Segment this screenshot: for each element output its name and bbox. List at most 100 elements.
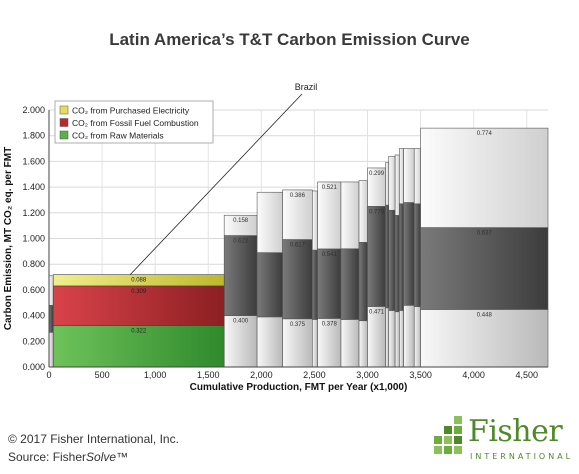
legend-label: CO₂ from Raw Materials bbox=[72, 131, 164, 141]
y-tick-label: 1.800 bbox=[22, 131, 45, 141]
mill-value-label: 0.521 bbox=[322, 185, 338, 191]
mill-bar-segment bbox=[358, 242, 368, 322]
mill-bar-segment bbox=[256, 191, 283, 253]
y-tick-label: 1.600 bbox=[22, 156, 45, 166]
y-tick-label: 1.000 bbox=[22, 234, 45, 244]
mill-bar-segment bbox=[385, 204, 390, 309]
mill-bar-segment bbox=[48, 275, 54, 306]
mill-bar-segment bbox=[403, 305, 415, 368]
mill-value-label: 0.375 bbox=[290, 322, 306, 328]
y-tick-label: 1.200 bbox=[22, 208, 45, 218]
mill-value-label: 0.471 bbox=[369, 309, 385, 315]
mill-bar-segment bbox=[317, 248, 342, 319]
mill-value-label: 0.386 bbox=[290, 193, 306, 199]
mill-value-label: 0.779 bbox=[369, 209, 385, 215]
logo-subtext: INTERNATIONAL bbox=[470, 452, 574, 461]
mill-bar-segment bbox=[48, 305, 54, 333]
logo-wordmark: Fisher bbox=[468, 414, 563, 449]
mill-bar-segment bbox=[340, 181, 360, 250]
mill-bar-segment bbox=[317, 181, 342, 250]
copyright-text: © 2017 Fisher International, Inc. bbox=[8, 432, 179, 446]
mill-bar-segment bbox=[312, 190, 318, 251]
x-tick-label: 500 bbox=[95, 370, 110, 380]
mill-bar-segment bbox=[256, 316, 283, 368]
mill-bar-segment bbox=[420, 227, 549, 310]
mill-value-label: 0.378 bbox=[322, 321, 338, 327]
mill-bar-segment bbox=[388, 310, 396, 368]
mill-bar-segment bbox=[403, 202, 415, 306]
mill-bar-segment bbox=[413, 306, 421, 368]
source-text: Source: FisherSolve™ bbox=[8, 450, 128, 464]
highlight-value-label: 0.322 bbox=[131, 329, 147, 335]
highlight-bar-segment bbox=[52, 325, 225, 368]
mill-value-label: 0.541 bbox=[322, 252, 338, 258]
mill-bar-segment bbox=[394, 215, 400, 313]
brazil-callout-line bbox=[129, 93, 303, 275]
legend-swatch bbox=[59, 118, 69, 127]
mill-bar-segment bbox=[367, 206, 386, 307]
mill-value-label: 0.774 bbox=[477, 131, 493, 137]
mill-bar-segment bbox=[358, 180, 368, 243]
fisher-logo: Fisher INTERNATIONAL bbox=[432, 412, 572, 468]
legend-swatch bbox=[59, 130, 69, 140]
y-tick-label: 0.200 bbox=[22, 336, 45, 346]
mill-value-label: 0.448 bbox=[477, 312, 493, 318]
mill-value-label: 0.623 bbox=[233, 239, 249, 245]
x-tick-label: 4,500 bbox=[516, 370, 539, 380]
x-axis-title: Cumulative Production, FMT per Year (x1,… bbox=[190, 382, 408, 393]
mill-bar-segment bbox=[340, 319, 360, 368]
mill-bar-segment bbox=[367, 306, 386, 368]
source-prefix: Source: Fisher bbox=[8, 450, 87, 464]
mill-bar-segment bbox=[388, 155, 396, 211]
mill-bar-segment bbox=[256, 252, 283, 318]
y-tick-label: 0.400 bbox=[22, 311, 45, 321]
x-tick-label: 3,000 bbox=[356, 370, 379, 380]
source-suffix: ™ bbox=[116, 450, 129, 464]
logo-mark-icon bbox=[434, 416, 462, 454]
mill-value-label: 0.299 bbox=[369, 171, 385, 177]
mill-bar-segment bbox=[282, 239, 313, 320]
mill-bar-segment bbox=[312, 319, 318, 368]
legend-label: CO₂ from Fossil Fuel Combustion bbox=[72, 118, 199, 128]
mill-bar-segment bbox=[48, 332, 54, 368]
mill-bar-segment bbox=[223, 235, 258, 316]
mill-bar-segment bbox=[413, 203, 421, 307]
highlight-bar-segment bbox=[52, 274, 225, 287]
y-tick-label: 0.800 bbox=[22, 259, 45, 269]
mill-bar-segment bbox=[403, 148, 415, 203]
x-tick-label: 3,500 bbox=[409, 370, 432, 380]
x-tick-label: 2,500 bbox=[303, 370, 326, 380]
y-tick-label: 0.600 bbox=[22, 285, 45, 295]
y-tick-label: 0.000 bbox=[22, 362, 45, 372]
mill-value-label: 0.158 bbox=[233, 218, 249, 224]
mill-bar-segment bbox=[312, 249, 318, 320]
source-italic: Solve bbox=[86, 450, 117, 464]
mill-bar-segment bbox=[420, 309, 549, 368]
x-tick-label: 1,500 bbox=[197, 370, 220, 380]
mill-bar-segment bbox=[420, 127, 549, 228]
mill-bar-segment bbox=[388, 209, 396, 311]
mill-bar-segment bbox=[399, 203, 404, 311]
mill-value-label: 0.637 bbox=[477, 231, 493, 237]
x-tick-label: 0 bbox=[46, 370, 51, 380]
brazil-callout-label: Brazil bbox=[295, 82, 318, 92]
legend-label: CO₂ from Purchased Electricity bbox=[72, 106, 190, 116]
mill-value-label: 0.617 bbox=[290, 243, 306, 249]
mill-bar-segment bbox=[394, 311, 400, 368]
x-tick-label: 1,000 bbox=[144, 370, 167, 380]
x-tick-label: 2,000 bbox=[250, 370, 273, 380]
mill-value-label: 0.400 bbox=[233, 319, 249, 325]
mill-bar-segment bbox=[413, 148, 421, 205]
legend-box bbox=[54, 100, 214, 144]
chart-title: Latin America’s T&T Carbon Emission Curv… bbox=[109, 30, 470, 49]
mill-bar-segment bbox=[385, 307, 390, 368]
mill-bar-segment bbox=[399, 148, 404, 205]
mill-bar-segment bbox=[340, 248, 360, 320]
mill-bar-segment bbox=[394, 154, 400, 216]
mill-bar-segment bbox=[399, 310, 404, 368]
mill-bar-segment bbox=[385, 162, 390, 206]
legend-swatch bbox=[59, 105, 69, 115]
x-tick-label: 4,000 bbox=[462, 370, 485, 380]
mill-bar-segment bbox=[358, 320, 368, 368]
